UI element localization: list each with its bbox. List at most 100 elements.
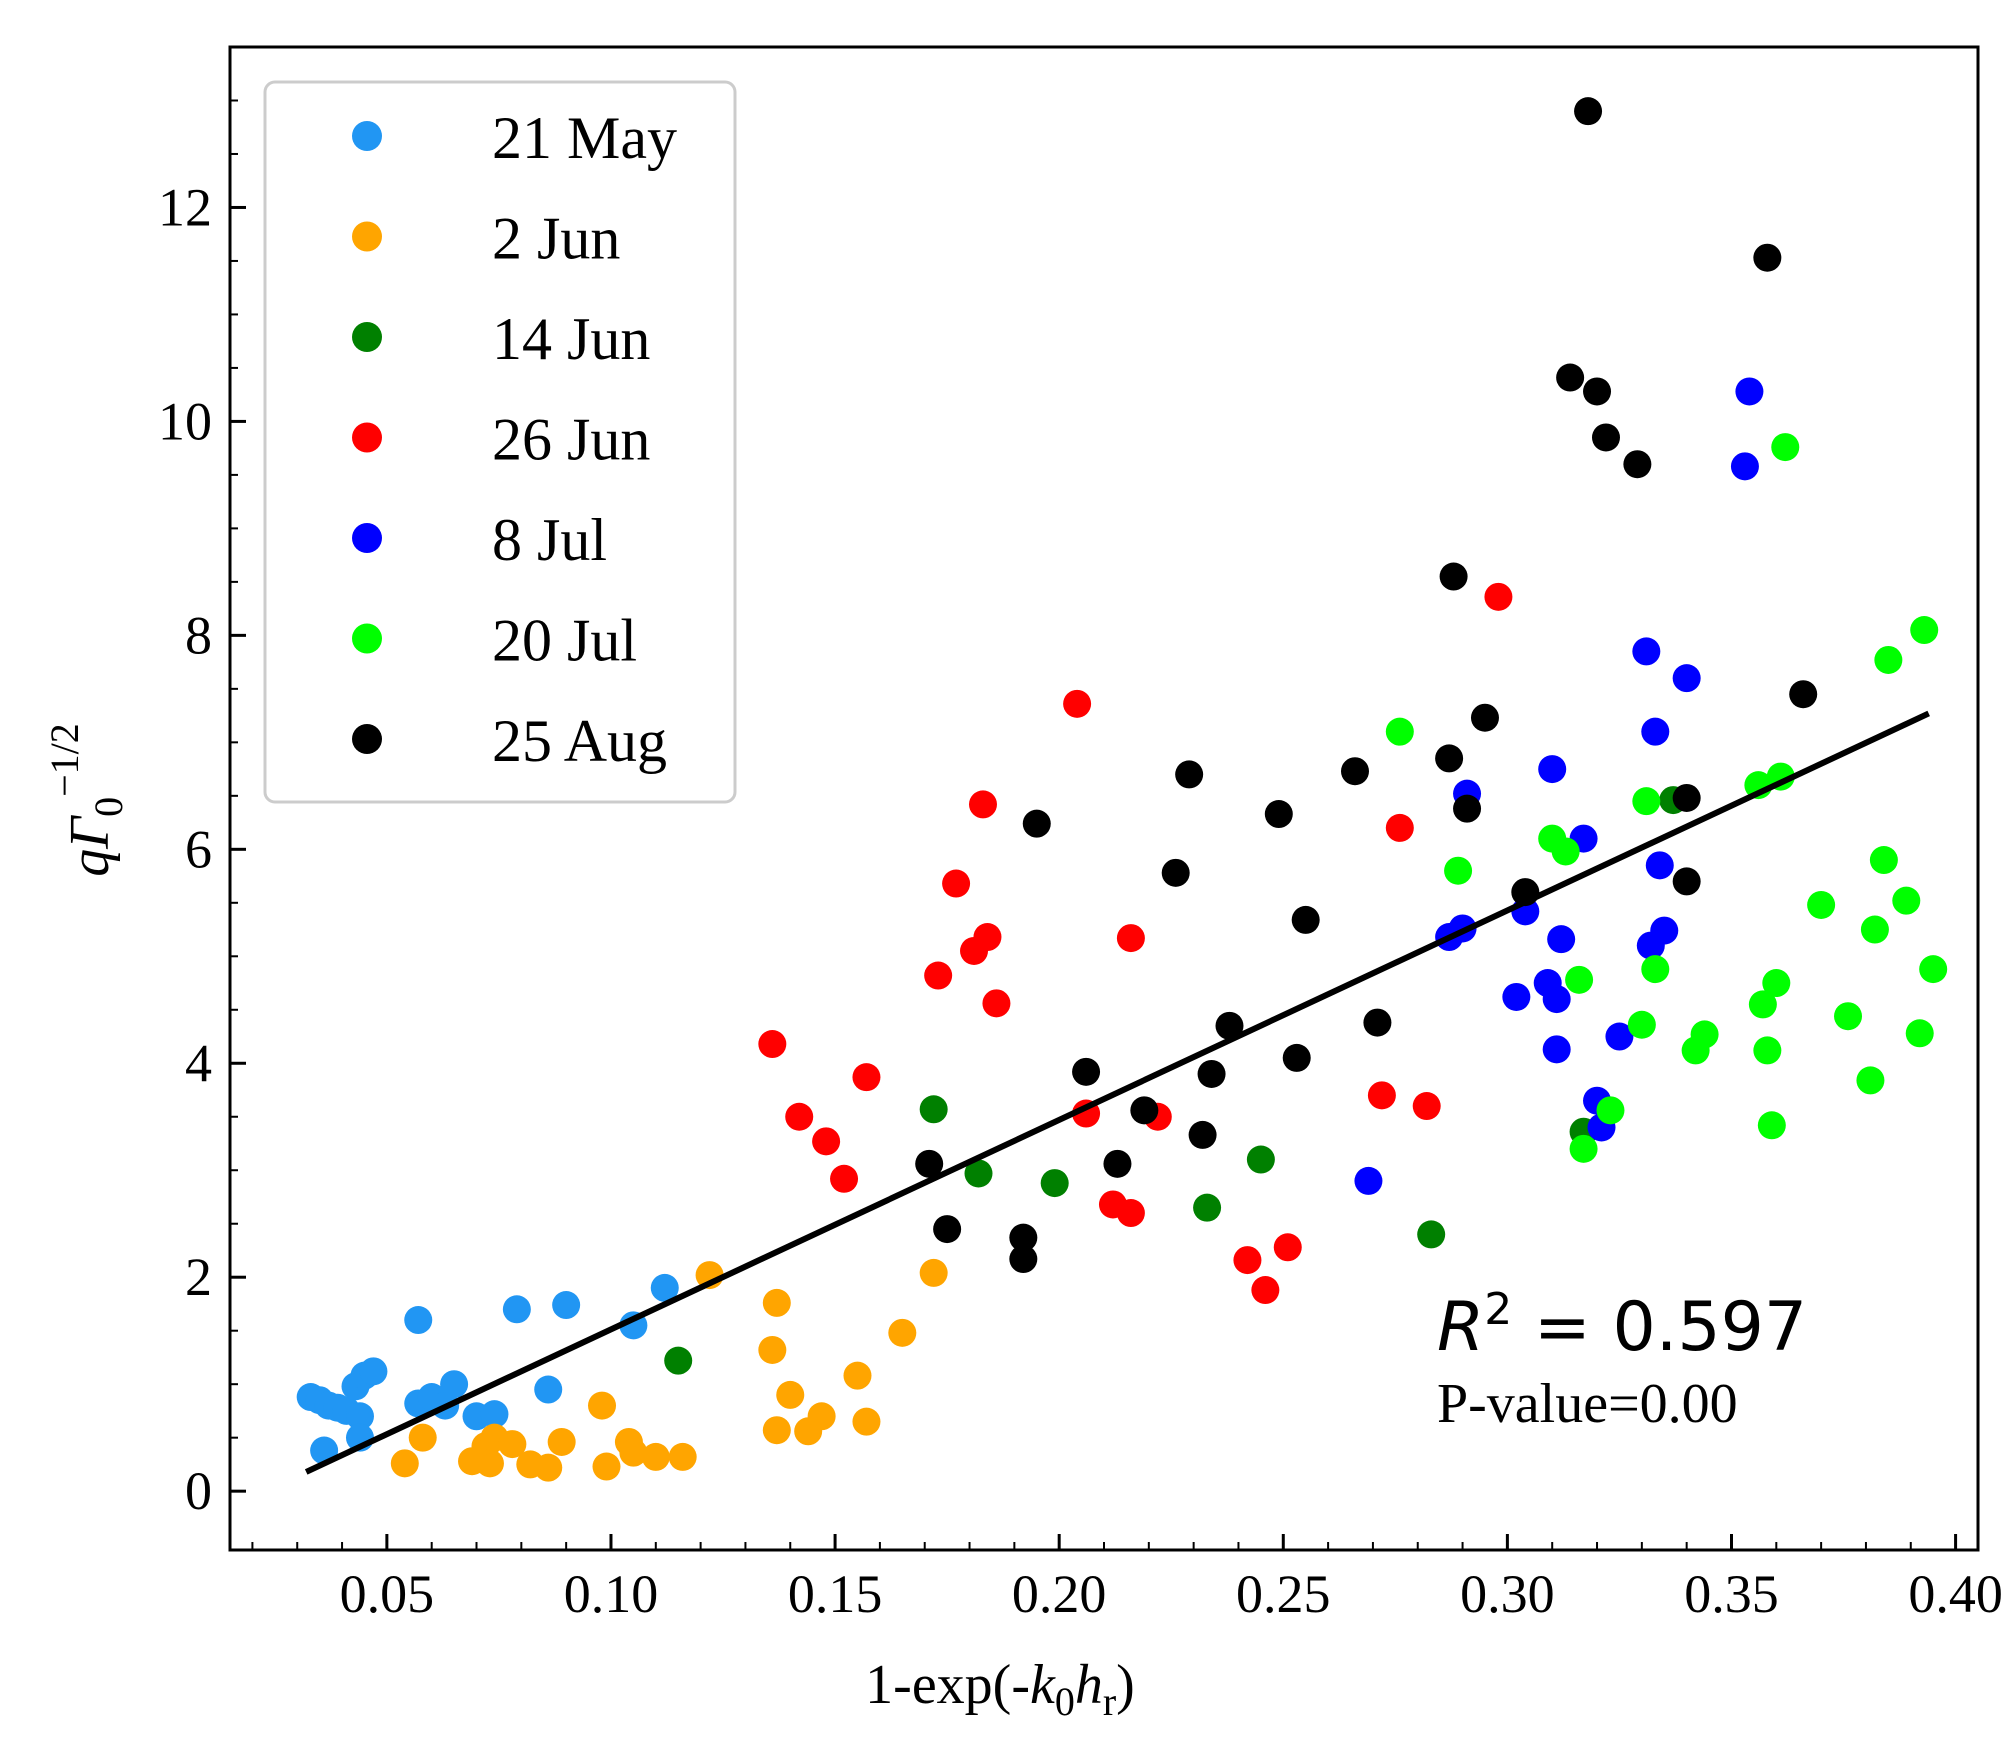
point-26-jun: [1367, 1081, 1396, 1110]
legend: 21 May 2 Jun 14 Jun 26 Jun 8 Jul 20 Jul 25 Aug: [263, 80, 737, 804]
point-21-may: [534, 1375, 563, 1404]
point-26-jun: [1233, 1246, 1262, 1275]
point-20-jul: [1869, 846, 1898, 875]
legend-label-21-may: 21 May: [492, 105, 677, 171]
point-8-jul: [1632, 637, 1661, 666]
point-20-jul: [1771, 433, 1800, 462]
point-2-jun: [390, 1449, 419, 1478]
point-25-aug: [1435, 744, 1464, 773]
legend-marker-14-jun: [352, 322, 382, 352]
point-8-jul: [1735, 377, 1764, 406]
point-8-jul: [1547, 925, 1576, 954]
point-2-jun: [641, 1442, 670, 1471]
point-8-jul: [1354, 1166, 1383, 1195]
r2-value: = 0.597: [1512, 1288, 1807, 1367]
point-20-jul: [1905, 1019, 1934, 1048]
point-20-jul: [1627, 1010, 1656, 1039]
point-8-jul: [1605, 1022, 1634, 1051]
point-21-may: [359, 1357, 388, 1386]
point-8-jul: [1502, 982, 1531, 1011]
point-20-jul: [1632, 787, 1661, 816]
point-20-jul: [1860, 915, 1889, 944]
point-26-jun: [1484, 582, 1513, 611]
point-21-may: [440, 1370, 469, 1399]
point-21-may: [345, 1402, 374, 1431]
point-20-jul: [1385, 717, 1414, 746]
x-axis-label: 1-exp(-k0hr): [865, 1654, 1135, 1724]
point-26-jun: [942, 869, 971, 898]
point-2-jun: [852, 1407, 881, 1436]
point-21-may: [404, 1306, 433, 1335]
point-26-jun: [812, 1127, 841, 1156]
point-8-jul: [1730, 452, 1759, 481]
point-2-jun: [534, 1453, 563, 1482]
point-25-aug: [1197, 1059, 1226, 1088]
point-2-jun: [888, 1318, 917, 1347]
x-label-suffix: ): [1116, 1654, 1135, 1716]
point-14-jun: [1040, 1169, 1069, 1198]
point-14-jun: [1246, 1145, 1275, 1174]
point-25-aug: [1022, 809, 1051, 838]
x-tick-label: 0.20: [1012, 1564, 1107, 1624]
x-tick-label: 0.25: [1236, 1564, 1331, 1624]
point-25-aug: [1009, 1245, 1038, 1274]
point-26-jun: [1273, 1233, 1302, 1262]
point-25-aug: [1574, 97, 1603, 126]
point-25-aug: [1789, 680, 1818, 709]
y-label-gamma: Γ: [59, 815, 121, 850]
point-20-jul: [1748, 990, 1777, 1019]
point-26-jun: [758, 1030, 787, 1059]
r2-symbol: R: [1437, 1288, 1484, 1367]
point-20-jul: [1444, 856, 1473, 885]
point-25-aug: [1453, 794, 1482, 823]
point-8-jul: [1542, 985, 1571, 1014]
y-axis-label: qΓ0−1/2: [42, 723, 131, 877]
point-26-jun: [1412, 1092, 1441, 1121]
legend-marker-20-jul: [352, 623, 382, 654]
point-2-jun: [762, 1288, 791, 1317]
point-8-jul: [1672, 664, 1701, 693]
x-tick-label: 0.30: [1460, 1564, 1555, 1624]
point-8-jul: [1650, 916, 1679, 945]
point-25-aug: [1264, 800, 1293, 829]
point-20-jul: [1565, 965, 1594, 994]
x-tick-label: 0.05: [340, 1564, 435, 1624]
point-25-aug: [1161, 858, 1190, 887]
point-20-jul: [1834, 1002, 1863, 1031]
point-20-jul: [1807, 890, 1836, 919]
point-2-jun: [807, 1402, 836, 1431]
point-2-jun: [498, 1430, 527, 1459]
point-25-aug: [1072, 1057, 1101, 1086]
y-label-sup: −1/2: [42, 723, 87, 797]
point-26-jun: [1063, 689, 1092, 718]
point-21-may: [480, 1400, 509, 1429]
legend-items: 21 May 2 Jun 14 Jun 26 Jun 8 Jul 20 Jul 25 Aug: [352, 105, 677, 774]
legend-label-8-jul: 8 Jul: [492, 507, 607, 573]
x-tick-label: 0.15: [788, 1564, 883, 1624]
point-25-aug: [1291, 905, 1320, 934]
point-25-aug: [915, 1149, 944, 1178]
point-26-jun: [973, 923, 1002, 952]
point-25-aug: [1583, 377, 1612, 406]
point-2-jun: [547, 1427, 576, 1456]
point-25-aug: [1188, 1120, 1217, 1149]
point-26-jun: [830, 1164, 859, 1193]
x-label-h-sub: r: [1103, 1679, 1116, 1724]
point-25-aug: [1672, 783, 1701, 812]
point-25-aug: [1753, 243, 1782, 272]
point-2-jun: [843, 1361, 872, 1390]
legend-label-2-jun: 2 Jun: [492, 206, 620, 272]
point-20-jul: [1551, 837, 1580, 866]
p-value-annotation: P-value=0.00: [1437, 1373, 1738, 1435]
point-25-aug: [1103, 1149, 1132, 1178]
point-14-jun: [1193, 1193, 1222, 1222]
x-tick-label: 0.35: [1684, 1564, 1779, 1624]
point-26-jun: [924, 961, 953, 990]
legend-marker-8-jul: [352, 523, 382, 553]
point-25-aug: [1175, 760, 1204, 789]
r-squared-annotation: R2 = 0.597: [1437, 1284, 1807, 1367]
x-tick-label: 0.10: [564, 1564, 659, 1624]
y-tick-label: 6: [185, 819, 212, 879]
y-tick-label: 8: [185, 605, 212, 665]
y-tick-label: 2: [185, 1247, 212, 1307]
